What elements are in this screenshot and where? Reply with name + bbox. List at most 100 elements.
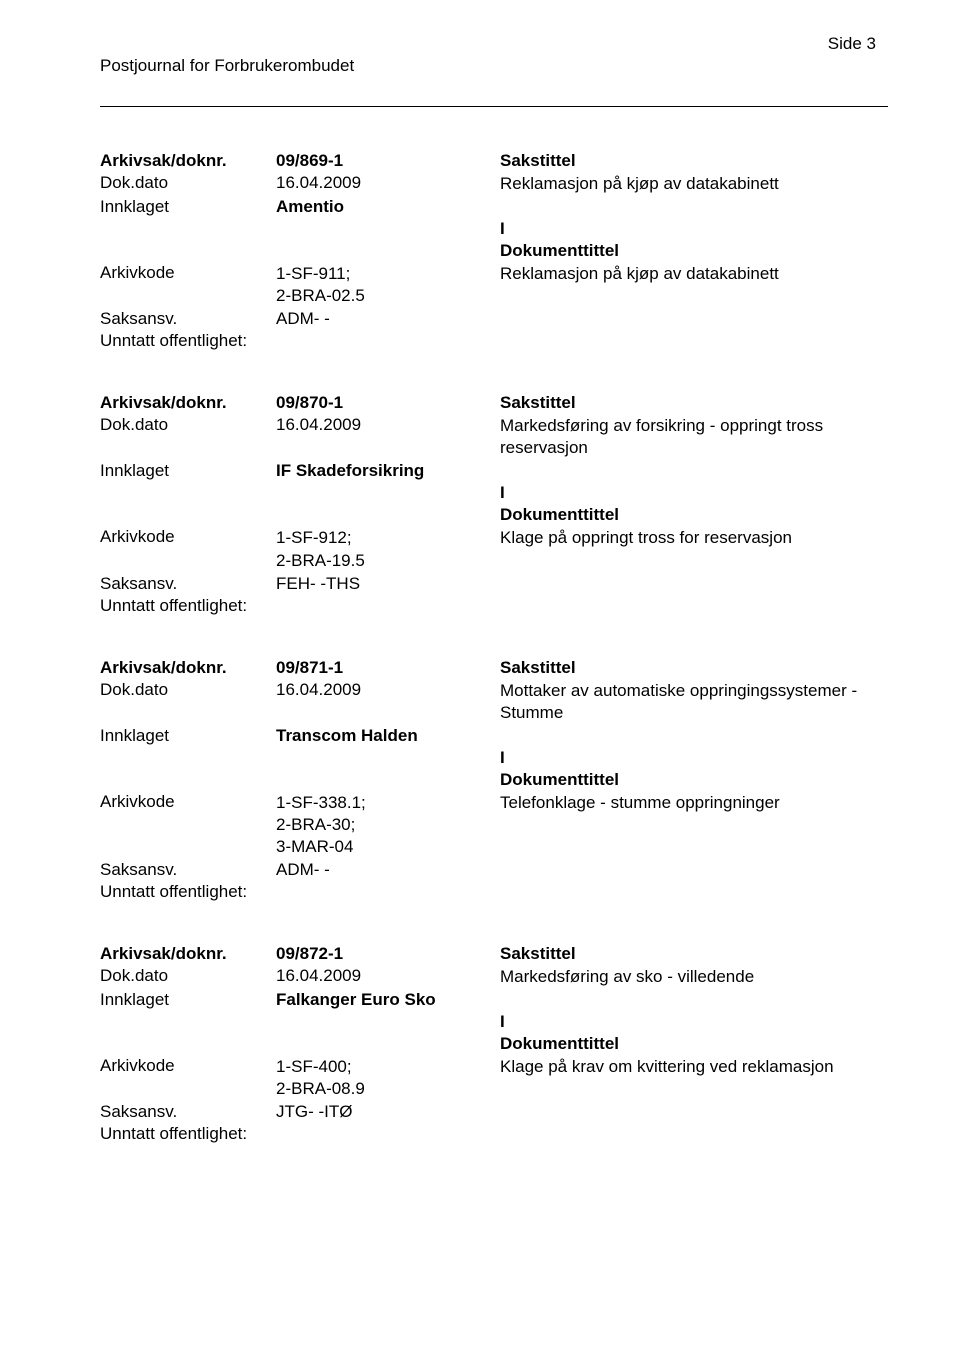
journal-title: Postjournal for Forbrukerombudet xyxy=(100,56,888,76)
dokumenttittel-text: Klage på oppringt tross for reservasjon xyxy=(500,527,888,549)
journal-entry: Arkivsak/doknr.09/870-1SakstittelDok.dat… xyxy=(100,393,888,615)
entry-row: Arkivsak/doknr.09/869-1Sakstittel xyxy=(100,151,888,171)
dokdato-value: 16.04.2009 xyxy=(276,173,500,193)
dokdato-label: Dok.dato xyxy=(100,415,276,435)
entry-row: Dok.dato16.04.2009Markedsføring av forsi… xyxy=(100,415,888,459)
innklaget-value: Amentio xyxy=(276,197,500,217)
entry-row: Arkivsak/doknr.09/870-1Sakstittel xyxy=(100,393,888,413)
entry-row: Arkivkode1-SF-400; 2-BRA-08.9Klage på kr… xyxy=(100,1056,888,1100)
sakstittel-label: Sakstittel xyxy=(500,658,888,678)
entry-row: Dokumenttittel xyxy=(100,505,888,525)
sakstittel-label: Sakstittel xyxy=(500,151,888,171)
doc-type-I: I xyxy=(500,483,888,503)
arkivsak-label: Arkivsak/doknr. xyxy=(100,944,276,964)
arkivkode-value: 1-SF-911; 2-BRA-02.5 xyxy=(276,263,500,307)
saksansv-label: Saksansv. xyxy=(100,309,276,329)
dokdato-value: 16.04.2009 xyxy=(276,415,500,435)
entry-row: Saksansv.ADM- - xyxy=(100,309,888,329)
arkivsak-value: 09/870-1 xyxy=(276,393,500,413)
entry-row: Arkivkode1-SF-338.1; 2-BRA-30; 3-MAR-04T… xyxy=(100,792,888,858)
entry-row: InnklagetAmentio xyxy=(100,197,888,217)
innklaget-value: Transcom Halden xyxy=(276,726,500,746)
doc-type-I: I xyxy=(500,1012,888,1032)
entry-row: Dokumenttittel xyxy=(100,1034,888,1054)
dokdato-label: Dok.dato xyxy=(100,173,276,193)
entry-row: InnklagetTranscom Halden xyxy=(100,726,888,746)
section-rule xyxy=(100,106,888,107)
arkivsak-value: 09/872-1 xyxy=(276,944,500,964)
saksansv-value: JTG- -ITØ xyxy=(276,1102,500,1122)
arkivsak-value: 09/869-1 xyxy=(276,151,500,171)
saksansv-label: Saksansv. xyxy=(100,1102,276,1122)
entry-row: Unntatt offentlighet: xyxy=(100,596,888,616)
entry-row: Unntatt offentlighet: xyxy=(100,882,888,902)
document-page: Side 3 Postjournal for Forbrukerombudet … xyxy=(0,0,960,1345)
sakstittel-text: Reklamasjon på kjøp av datakabinett xyxy=(500,173,888,195)
dokumenttittel-label: Dokumenttittel xyxy=(500,505,888,525)
dokumenttittel-label: Dokumenttittel xyxy=(500,241,888,261)
innklaget-label: Innklaget xyxy=(100,461,276,481)
dokdato-value: 16.04.2009 xyxy=(276,680,500,700)
arkivkode-label: Arkivkode xyxy=(100,263,276,283)
dokumenttittel-label: Dokumenttittel xyxy=(500,1034,888,1054)
entry-row: Dok.dato16.04.2009Mottaker av automatisk… xyxy=(100,680,888,724)
dokumenttittel-text: Telefonklage - stumme oppringninger xyxy=(500,792,888,814)
innklaget-value: IF Skadeforsikring xyxy=(276,461,500,481)
page-number: Side 3 xyxy=(828,34,876,54)
arkivsak-value: 09/871-1 xyxy=(276,658,500,678)
saksansv-label: Saksansv. xyxy=(100,860,276,880)
entry-row: Saksansv.JTG- -ITØ xyxy=(100,1102,888,1122)
entries-container: Arkivsak/doknr.09/869-1SakstittelDok.dat… xyxy=(100,151,888,1144)
entry-row: I xyxy=(100,748,888,768)
innklaget-label: Innklaget xyxy=(100,990,276,1010)
saksansv-value: FEH- -THS xyxy=(276,574,500,594)
innklaget-label: Innklaget xyxy=(100,197,276,217)
doc-type-I: I xyxy=(500,748,888,768)
dokumenttittel-text: Klage på krav om kvittering ved reklamas… xyxy=(500,1056,888,1078)
dokumenttittel-text: Reklamasjon på kjøp av datakabinett xyxy=(500,263,888,285)
sakstittel-label: Sakstittel xyxy=(500,944,888,964)
entry-row: Saksansv.FEH- -THS xyxy=(100,574,888,594)
sakstittel-text: Markedsføring av forsikring - oppringt t… xyxy=(500,415,888,459)
dokdato-label: Dok.dato xyxy=(100,966,276,986)
arkivkode-value: 1-SF-400; 2-BRA-08.9 xyxy=(276,1056,500,1100)
dokdato-label: Dok.dato xyxy=(100,680,276,700)
journal-entry: Arkivsak/doknr.09/869-1SakstittelDok.dat… xyxy=(100,151,888,351)
arkivkode-label: Arkivkode xyxy=(100,792,276,812)
entry-row: Dokumenttittel xyxy=(100,770,888,790)
entry-row: I xyxy=(100,483,888,503)
entry-row: InnklagetIF Skadeforsikring xyxy=(100,461,888,481)
dokumenttittel-label: Dokumenttittel xyxy=(500,770,888,790)
arkivsak-label: Arkivsak/doknr. xyxy=(100,658,276,678)
entry-row: Unntatt offentlighet: xyxy=(100,1124,888,1144)
entry-row: I xyxy=(100,1012,888,1032)
arkivkode-label: Arkivkode xyxy=(100,1056,276,1076)
arkivkode-value: 1-SF-912; 2-BRA-19.5 xyxy=(276,527,500,571)
entry-row: Dokumenttittel xyxy=(100,241,888,261)
unntatt-label: Unntatt offentlighet: xyxy=(100,596,276,616)
arkivkode-label: Arkivkode xyxy=(100,527,276,547)
dokdato-value: 16.04.2009 xyxy=(276,966,500,986)
arkivkode-value: 1-SF-338.1; 2-BRA-30; 3-MAR-04 xyxy=(276,792,500,858)
entry-row: Dok.dato16.04.2009Reklamasjon på kjøp av… xyxy=(100,173,888,195)
sakstittel-text: Markedsføring av sko - villedende xyxy=(500,966,888,988)
entry-row: Arkivsak/doknr.09/872-1Sakstittel xyxy=(100,944,888,964)
innklaget-value: Falkanger Euro Sko xyxy=(276,990,500,1010)
journal-entry: Arkivsak/doknr.09/872-1SakstittelDok.dat… xyxy=(100,944,888,1144)
entry-row: I xyxy=(100,219,888,239)
journal-entry: Arkivsak/doknr.09/871-1SakstittelDok.dat… xyxy=(100,658,888,902)
entry-row: Dok.dato16.04.2009Markedsføring av sko -… xyxy=(100,966,888,988)
doc-type-I: I xyxy=(500,219,888,239)
entry-row: Arkivkode1-SF-912; 2-BRA-19.5Klage på op… xyxy=(100,527,888,571)
saksansv-label: Saksansv. xyxy=(100,574,276,594)
entry-row: InnklagetFalkanger Euro Sko xyxy=(100,990,888,1010)
innklaget-label: Innklaget xyxy=(100,726,276,746)
arkivsak-label: Arkivsak/doknr. xyxy=(100,393,276,413)
sakstittel-text: Mottaker av automatiske oppringingssyste… xyxy=(500,680,888,724)
saksansv-value: ADM- - xyxy=(276,860,500,880)
entry-row: Arkivsak/doknr.09/871-1Sakstittel xyxy=(100,658,888,678)
entry-row: Arkivkode1-SF-911; 2-BRA-02.5Reklamasjon… xyxy=(100,263,888,307)
unntatt-label: Unntatt offentlighet: xyxy=(100,331,276,351)
arkivsak-label: Arkivsak/doknr. xyxy=(100,151,276,171)
saksansv-value: ADM- - xyxy=(276,309,500,329)
